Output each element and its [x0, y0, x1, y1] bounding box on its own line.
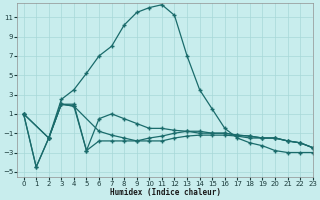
X-axis label: Humidex (Indice chaleur): Humidex (Indice chaleur) — [109, 188, 220, 197]
